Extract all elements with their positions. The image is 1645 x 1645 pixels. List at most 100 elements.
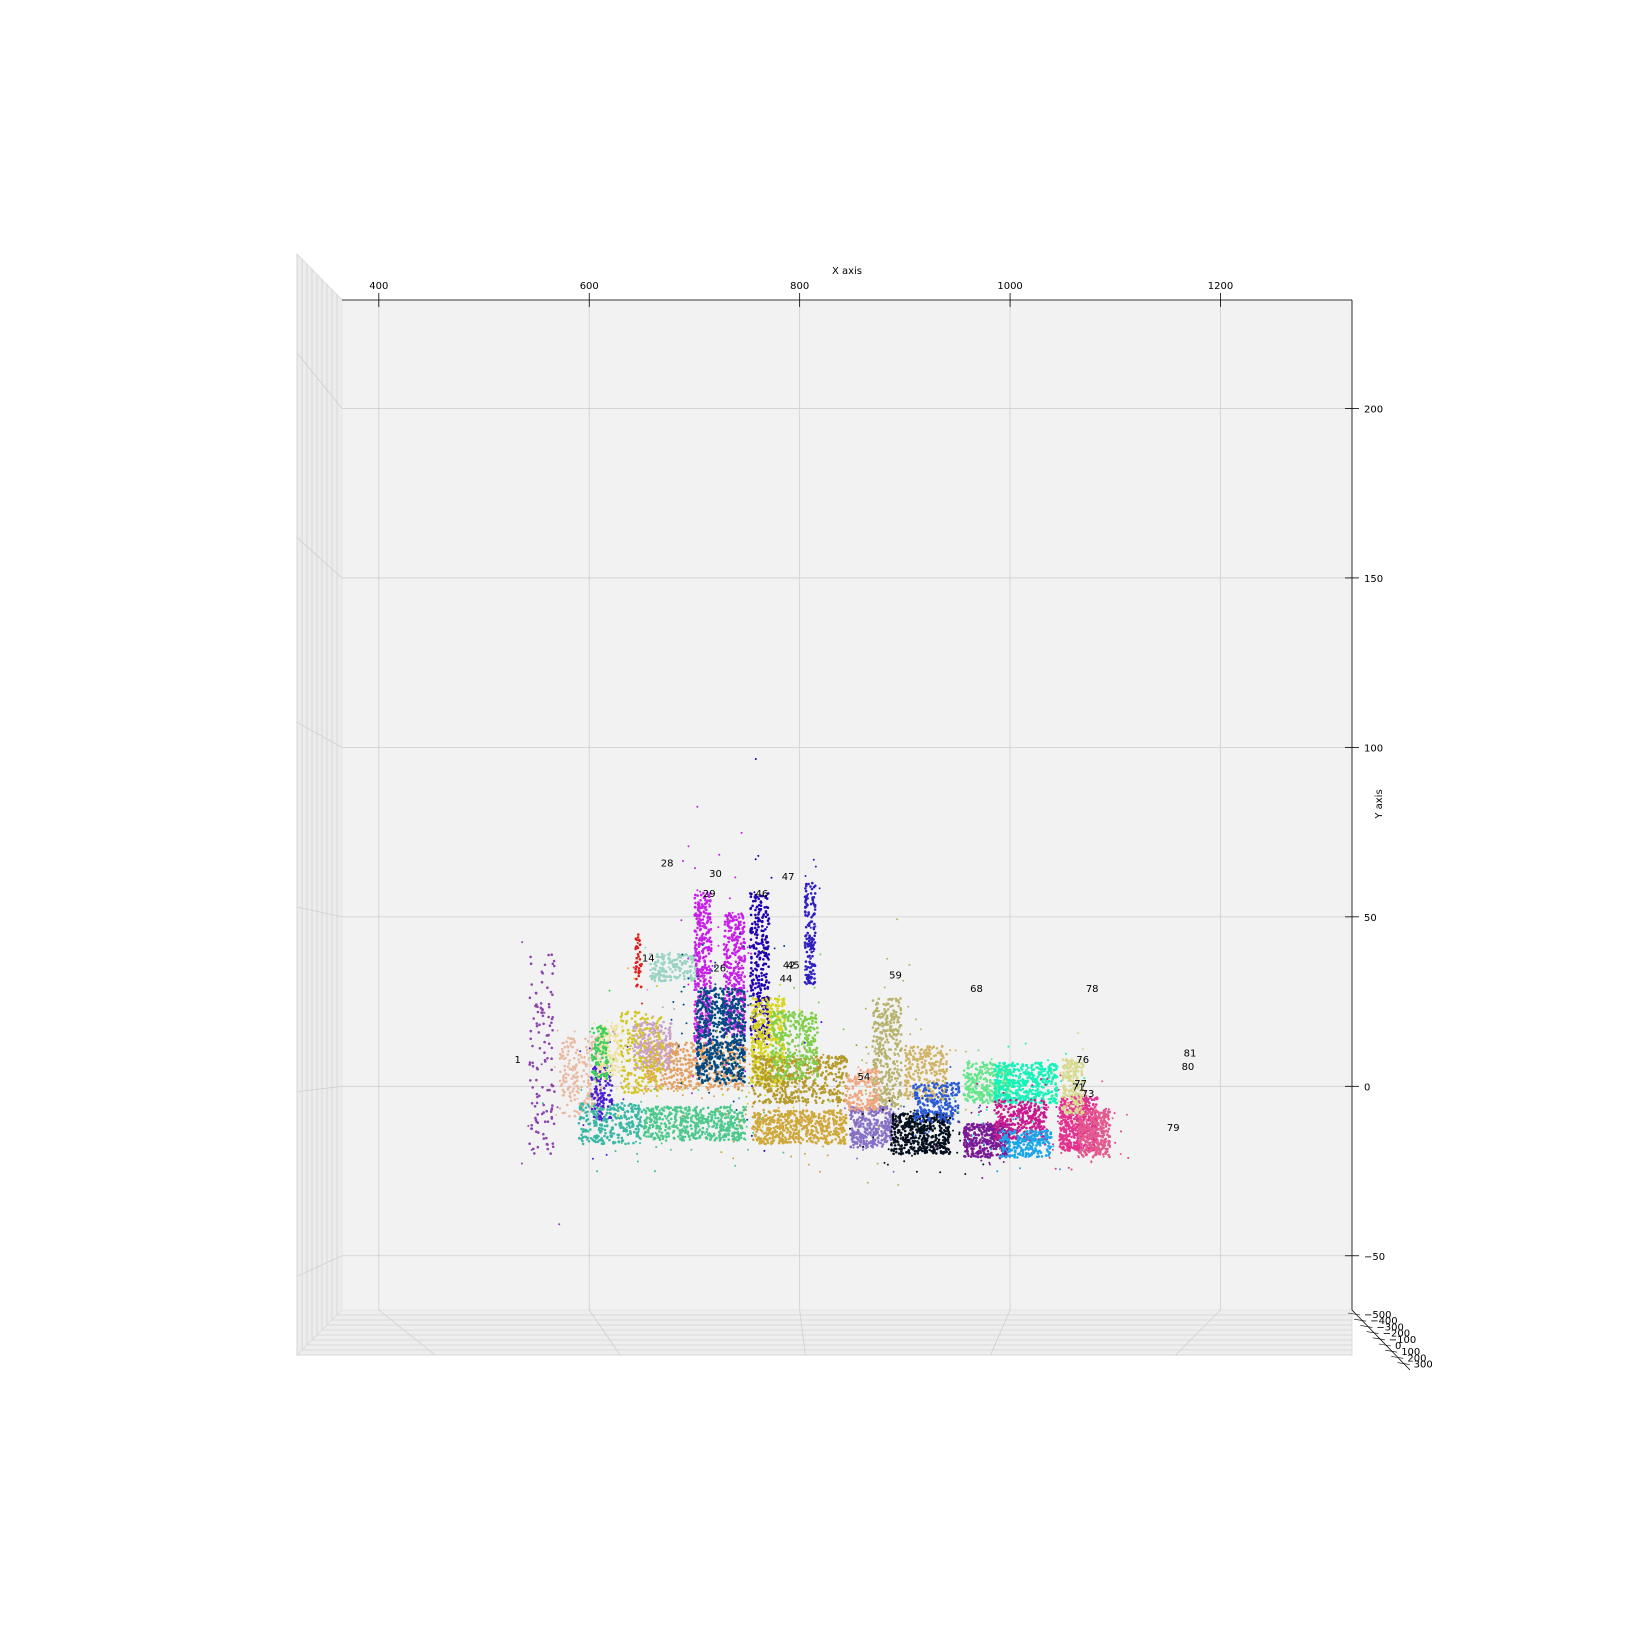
scatter-point (594, 1085, 598, 1088)
scatter-point (716, 1072, 719, 1076)
scatter-point (630, 1115, 633, 1119)
scatter-point (674, 968, 677, 972)
scatter-point (620, 1074, 624, 1078)
scatter-point (720, 1074, 723, 1077)
x-floor-gridline (588, 1309, 621, 1356)
scatter-point (556, 1106, 559, 1109)
scatter-point (664, 1134, 667, 1137)
scatter-point (631, 1047, 634, 1050)
scatter-point (598, 1126, 601, 1130)
scatter-point (698, 1057, 702, 1061)
scatter-point (718, 1119, 721, 1122)
scatter-point (703, 965, 706, 969)
scatter-point (607, 1070, 611, 1074)
scatter-point (634, 1068, 637, 1071)
scatter-point (626, 967, 629, 970)
scatter-point (676, 1090, 679, 1092)
scatter-point (620, 1102, 624, 1105)
scatter-point (626, 1051, 630, 1055)
scatter-point (537, 1031, 541, 1034)
scatter-point (598, 1102, 601, 1106)
scatter-point (766, 913, 769, 916)
scatter-point (617, 1106, 620, 1110)
scatter-point (706, 1133, 710, 1136)
scatter-point (733, 1020, 737, 1023)
scatter-point (607, 1053, 610, 1057)
scatter-point (593, 1096, 597, 1100)
scatter-point (682, 1074, 685, 1076)
scatter-point (700, 903, 704, 906)
scatter-point (621, 1069, 625, 1072)
scatter-point (655, 1026, 658, 1030)
scatter-point (727, 1138, 730, 1141)
scatter-point (705, 1074, 709, 1077)
scatter-point (561, 1050, 565, 1054)
scatter-point (590, 1078, 594, 1081)
scatter-point (701, 1014, 704, 1018)
scatter-point (732, 1041, 736, 1045)
scatter-point (597, 1073, 600, 1076)
scatter-point (706, 1122, 710, 1125)
scatter-point (661, 1135, 665, 1138)
scatter-point (763, 949, 766, 952)
scatter-point (600, 1112, 604, 1115)
scatter-point (761, 998, 765, 1002)
scatter-point (631, 1124, 634, 1127)
scatter-point (656, 1019, 660, 1023)
scatter-point (569, 1099, 573, 1102)
z-tick-label: 300 (1414, 1360, 1433, 1371)
scatter-point (566, 1088, 570, 1091)
scatter-point (551, 1029, 554, 1032)
scatter-point (688, 1067, 690, 1070)
scatter-point (586, 1081, 590, 1085)
scatter-point (611, 1027, 614, 1030)
scatter-point (685, 1022, 688, 1025)
scatter-point (714, 1070, 717, 1074)
scatter-point (767, 965, 770, 968)
scatter-point (697, 1113, 700, 1116)
scatter-point (577, 1091, 580, 1094)
scatter-point (722, 1034, 726, 1038)
scatter-point (718, 1130, 721, 1134)
scatter-point (709, 1085, 712, 1089)
scatter-point (754, 986, 757, 990)
scatter-point (751, 922, 754, 926)
scatter-point (600, 1035, 603, 1039)
scatter-point (754, 1033, 757, 1037)
scatter-point (743, 1056, 746, 1059)
scatter-point (627, 1071, 630, 1075)
scatter-point (668, 961, 671, 965)
scatter-point (730, 1002, 733, 1006)
scatter-point (742, 1105, 745, 1109)
scatter-point (655, 1039, 659, 1042)
scatter-point (713, 1111, 717, 1115)
scatter-point (672, 1123, 676, 1127)
scatter-point (715, 1136, 718, 1140)
scatter-point (782, 1151, 785, 1154)
scatter-point (697, 1088, 700, 1091)
scatter-point (585, 1045, 588, 1049)
scatter-point (548, 1024, 552, 1027)
scatter-point (549, 1110, 553, 1113)
scatter-point (728, 1123, 731, 1127)
scatter-point (709, 1022, 712, 1025)
scatter-point (741, 916, 745, 920)
scatter-point (700, 1079, 704, 1083)
scatter-point (635, 1078, 638, 1082)
scatter-point (706, 1119, 709, 1123)
scatter-point (608, 1138, 611, 1142)
scatter-point (553, 1066, 556, 1069)
scatter-point (634, 1045, 638, 1049)
scatter-point (709, 1046, 712, 1050)
scatter-point (605, 1124, 609, 1128)
scatter-point (702, 915, 706, 918)
scatter-point (610, 1057, 613, 1060)
scatter-point (651, 1110, 655, 1113)
scatter-point (577, 1087, 580, 1090)
scatter-point (603, 1027, 606, 1030)
scatter-point (667, 966, 670, 969)
scatter-point (723, 1005, 726, 1008)
scatter-point (649, 1133, 652, 1136)
scatter-point (637, 1110, 640, 1114)
